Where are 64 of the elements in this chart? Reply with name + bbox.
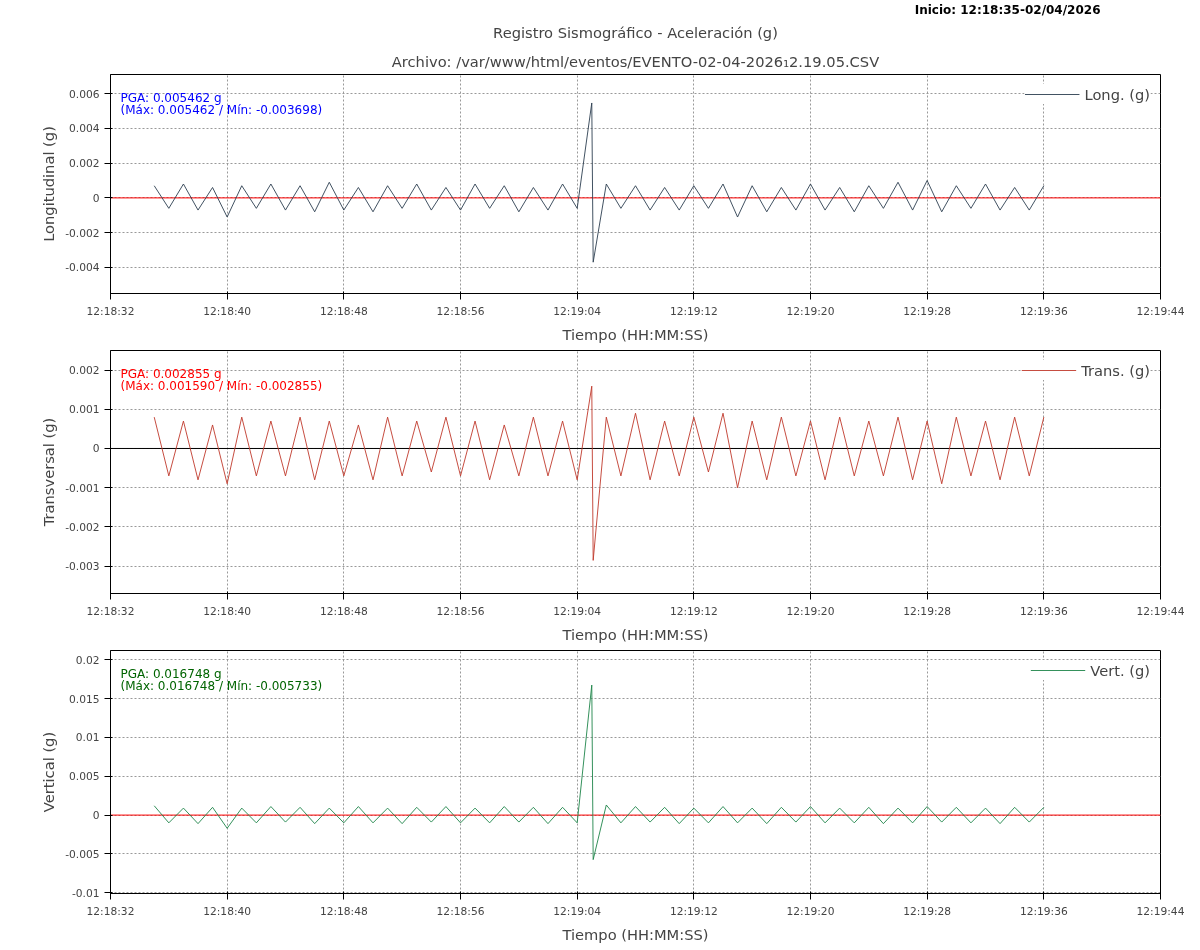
y-axis-title: Vertical (g) (40, 731, 58, 813)
x-tick-label: 12:19:20 (786, 604, 835, 618)
y-tick-label: -0.01 (71, 886, 100, 900)
annotation: PGA: 0.002855 g (120, 366, 222, 381)
x-tick-label: 12:18:40 (203, 604, 252, 618)
y-tick-label: 0.015 (68, 692, 100, 706)
y-axis-title: Transversal (g) (40, 417, 58, 528)
x-tick-label: 12:19:12 (669, 304, 718, 318)
y-tick-label: 0.004 (68, 122, 100, 136)
legend-label: Trans. (g) (1081, 361, 1150, 379)
annotation: PGA: 0.005462 g (120, 90, 222, 105)
y-tick-label: -0.002 (65, 520, 100, 534)
x-tick-label: 12:19:20 (786, 904, 835, 918)
y-tick-label: 0.01 (75, 731, 100, 745)
x-tick-label: 12:19:04 (553, 604, 602, 618)
legend-label: Long. (g) (1084, 85, 1150, 103)
x-tick-label: 12:18:48 (319, 604, 368, 618)
y-tick-label: 0.005 (68, 770, 100, 784)
x-tick-label: 12:18:48 (319, 304, 368, 318)
x-tick-label: 12:19:12 (669, 904, 718, 918)
text: Inicio: 12:18:35-02/04/2026 (914, 2, 1101, 17)
x-tick-label: 12:19:28 (903, 604, 952, 618)
chart-subtitle: Archivo: /var/www/html/eventos/EVENTO-02-04-2026₁2.19.05.CSV (391, 52, 880, 70)
annotation: PGA: 0.016748 g (120, 666, 222, 681)
legend-label: Vert. (g) (1090, 661, 1150, 679)
x-tick-label: 12:18:40 (203, 904, 252, 918)
y-tick-label: 0.02 (75, 653, 100, 667)
x-axis-title: Tiempo (HH:MM:SS) (561, 625, 709, 643)
x-tick-label: 12:18:32 (86, 304, 135, 318)
y-tick-label: -0.004 (65, 261, 100, 275)
y-tick-label: -0.001 (65, 481, 100, 495)
x-tick-label: 12:19:04 (553, 304, 602, 318)
y-tick-label: 0.002 (68, 157, 100, 171)
x-tick-label: 12:18:56 (436, 604, 485, 618)
y-tick-label: -0.002 (65, 226, 100, 240)
chart-title: Registro Sismográfico - Aceleración (g) (493, 23, 778, 41)
y-tick-label: 0.002 (68, 364, 100, 378)
x-tick-label: 12:19:44 (1136, 304, 1185, 318)
y-tick-label: 0 (92, 442, 100, 456)
x-tick-label: 12:19:28 (903, 304, 952, 318)
x-tick-label: 12:18:56 (436, 904, 485, 918)
y-tick-label: -0.003 (65, 560, 100, 574)
x-axis-title: Tiempo (HH:MM:SS) (561, 325, 709, 343)
x-tick-label: 12:19:20 (786, 304, 835, 318)
x-tick-label: 12:18:40 (203, 304, 252, 318)
x-axis-title: Tiempo (HH:MM:SS) (561, 925, 709, 943)
x-tick-label: 12:19:44 (1136, 904, 1185, 918)
x-tick-label: 12:19:36 (1019, 304, 1068, 318)
y-tick-label: 0 (92, 809, 100, 823)
x-tick-label: 12:18:32 (86, 604, 135, 618)
x-tick-label: 12:19:28 (903, 904, 952, 918)
x-tick-label: 12:19:36 (1019, 604, 1068, 618)
y-tick-label: 0.006 (68, 87, 100, 101)
x-tick-label: 12:18:56 (436, 304, 485, 318)
x-tick-label: 12:19:12 (669, 604, 718, 618)
y-tick-label: 0.001 (68, 403, 100, 417)
x-tick-label: 12:18:48 (319, 904, 368, 918)
x-tick-label: 12:19:04 (553, 904, 602, 918)
x-tick-label: 12:18:32 (86, 904, 135, 918)
x-tick-label: 12:19:36 (1019, 904, 1068, 918)
y-axis-title: Longitudinal (g) (40, 126, 58, 242)
y-tick-label: -0.005 (65, 847, 100, 861)
x-tick-label: 12:19:44 (1136, 604, 1185, 618)
y-tick-label: 0 (92, 191, 100, 205)
